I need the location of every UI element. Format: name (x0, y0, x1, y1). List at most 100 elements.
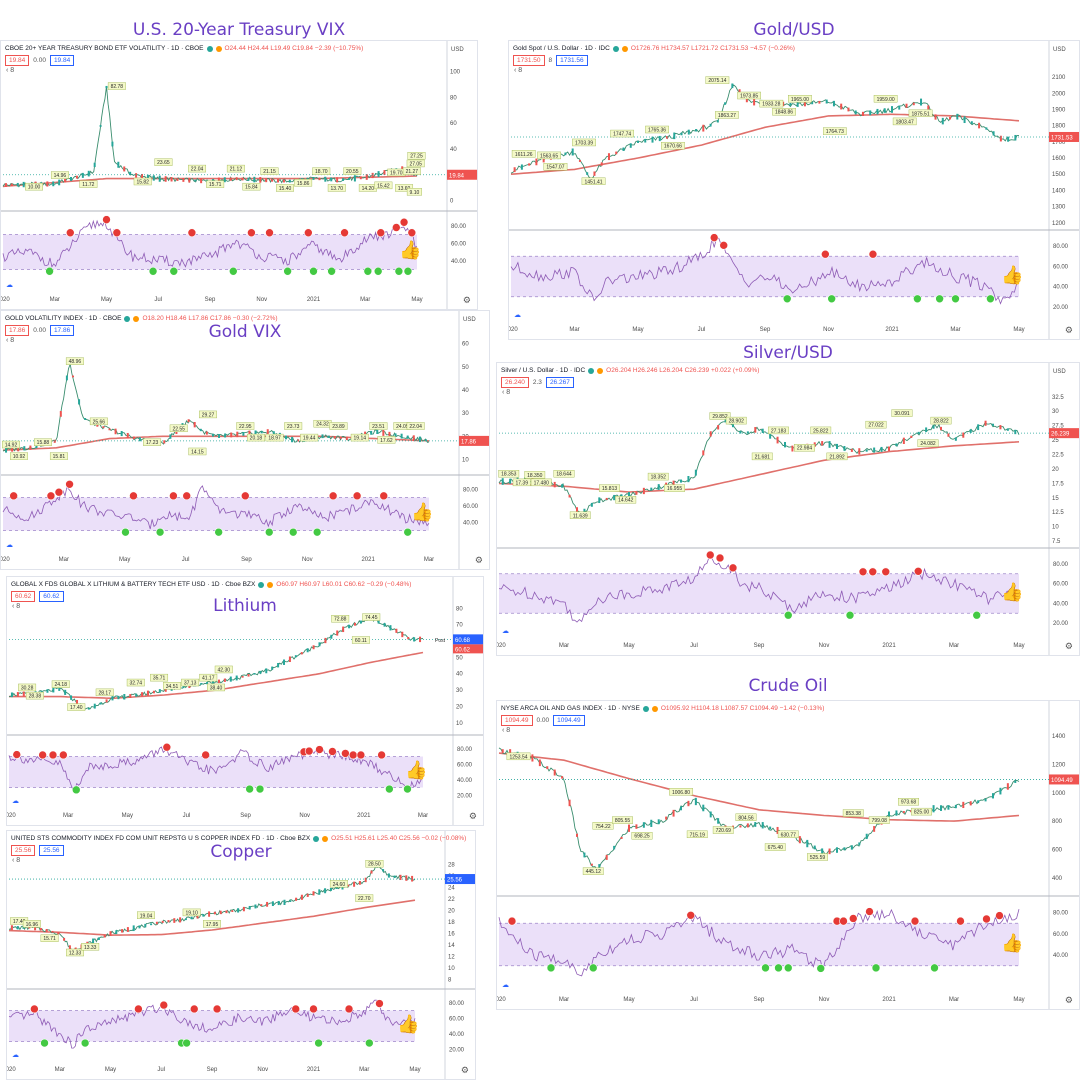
candle (277, 900, 280, 906)
last-price-tag (447, 169, 477, 180)
legend-ask[interactable]: 17.86 (49, 325, 75, 336)
legend-row-gvz: 17.86 0.00 17.86 (5, 325, 75, 336)
candle (254, 430, 257, 436)
candle (761, 428, 764, 433)
annotation-box (181, 678, 200, 687)
legend-bid[interactable]: 1094.49 (501, 715, 533, 726)
annotation-label: 14.96 (54, 173, 67, 179)
legend-ask[interactable]: 1094.49 (553, 715, 585, 726)
candle (105, 85, 108, 89)
flag-icon (215, 45, 222, 52)
candle (687, 800, 690, 807)
candle (962, 801, 965, 809)
collapse-chevron-icon[interactable]: ‹ 8 (6, 337, 15, 344)
flag-icon (322, 835, 329, 842)
overbought-signal-dot (169, 491, 178, 501)
legend-bid[interactable]: 25.56 (11, 845, 36, 856)
candle (300, 894, 303, 900)
annotation-label: 853.38 (846, 811, 862, 817)
candle (336, 177, 339, 183)
y-tick-label: 27.5 (1052, 424, 1064, 430)
legend-bid[interactable]: 19.84 (5, 55, 30, 66)
collapse-chevron-icon[interactable]: ‹ 8 (12, 603, 21, 610)
candle (59, 411, 62, 417)
annotation-label: 11.639 (573, 513, 588, 519)
gear-icon[interactable]: ⚙ (1064, 995, 1073, 1005)
candle (65, 375, 68, 381)
candle (182, 684, 185, 689)
oversold-signal-dot (228, 266, 238, 276)
candle (992, 131, 995, 136)
panel-title-silver: Silver/USD (743, 343, 833, 363)
annotation-box (631, 832, 653, 840)
annotation-label: 35.71 (153, 676, 166, 682)
candle (394, 433, 397, 437)
last-price-tag (445, 874, 475, 885)
legend-bid[interactable]: 1731.50 (513, 55, 545, 66)
rsi-tick-label: 60.00 (1053, 932, 1069, 938)
candle (1006, 783, 1009, 790)
thumbs-up-icon: 👍 (397, 1014, 420, 1034)
annotation-box (543, 163, 568, 171)
candle (912, 102, 915, 106)
annotation-box (199, 673, 218, 682)
candle (680, 479, 682, 483)
legend-bid[interactable]: 60.62 (11, 591, 36, 602)
collapse-chevron-icon[interactable]: ‹ 8 (6, 67, 15, 74)
annotation-label: 37.13 (184, 681, 197, 687)
y-tick-label: 60 (450, 121, 457, 127)
legend-ask[interactable]: 26.267 (545, 377, 574, 388)
candle (11, 447, 14, 452)
collapse-chevron-icon[interactable]: ‹ 8 (514, 67, 523, 74)
legend-ask[interactable]: 1731.56 (556, 55, 588, 66)
last-price-value: 17.86 (461, 439, 477, 445)
candle (288, 656, 291, 663)
candle (593, 171, 596, 176)
candle (218, 434, 221, 438)
gear-icon[interactable]: ⚙ (1064, 641, 1073, 651)
candle (672, 809, 675, 817)
candle (910, 435, 913, 438)
annotation-box (725, 416, 747, 425)
collapse-chevron-icon[interactable]: ‹ 8 (12, 857, 21, 864)
status-dot-icon (588, 367, 595, 374)
moving-average-line (498, 441, 1020, 493)
annotation-label: 715.19 (690, 832, 706, 838)
annotation-label: 698.25 (634, 834, 650, 840)
legend-ask[interactable]: 60.62 (39, 591, 64, 602)
candle (108, 428, 111, 431)
gear-icon[interactable]: ⚙ (1064, 325, 1073, 335)
oversold-signal-dot (373, 266, 383, 276)
gear-icon[interactable]: ⚙ (462, 295, 471, 305)
chart-svg-lit: 807060504030201080.0060.0040.0020.002020… (7, 577, 483, 825)
chart-svg-oilgas: 1400 1200 1000 800 600 400 80.00 60.00 40.00 2020… (497, 701, 1079, 1009)
candle (330, 177, 333, 182)
rsi-band (9, 1010, 415, 1042)
gear-icon[interactable]: ⚙ (460, 1065, 469, 1075)
moving-average-line (510, 113, 1020, 175)
annotation-label: 38.40 (210, 685, 223, 691)
oversold-signal-dot (827, 294, 836, 304)
legend-ask[interactable]: 19.84 (49, 55, 75, 66)
x-tick-label: Nov (256, 297, 267, 303)
candle (52, 181, 55, 187)
collapse-chevron-icon[interactable]: ‹ 8 (502, 389, 511, 396)
legend-bid[interactable]: 17.86 (5, 325, 30, 336)
legend-bid[interactable]: 26.240 (501, 377, 529, 388)
annotation-label: 18.350 (527, 473, 543, 479)
gear-icon[interactable]: ⚙ (468, 811, 477, 821)
candle (121, 929, 124, 933)
overbought-signal-dot (348, 750, 358, 760)
oversold-signal-dot (935, 294, 944, 304)
candle (501, 478, 504, 485)
gear-icon[interactable]: ⚙ (474, 555, 483, 565)
annotation-label: 23.65 (157, 160, 170, 166)
collapse-chevron-icon[interactable]: ‹ 8 (502, 727, 511, 734)
oversold-signal-dot (845, 610, 855, 620)
x-tick-label: Sep (205, 297, 216, 303)
rsi-tick-label: 40.00 (451, 259, 467, 265)
legend-ask[interactable]: 25.56 (39, 845, 64, 856)
annotation-label: 1973.85 (740, 94, 758, 100)
candle (406, 435, 409, 439)
candle (836, 443, 838, 449)
